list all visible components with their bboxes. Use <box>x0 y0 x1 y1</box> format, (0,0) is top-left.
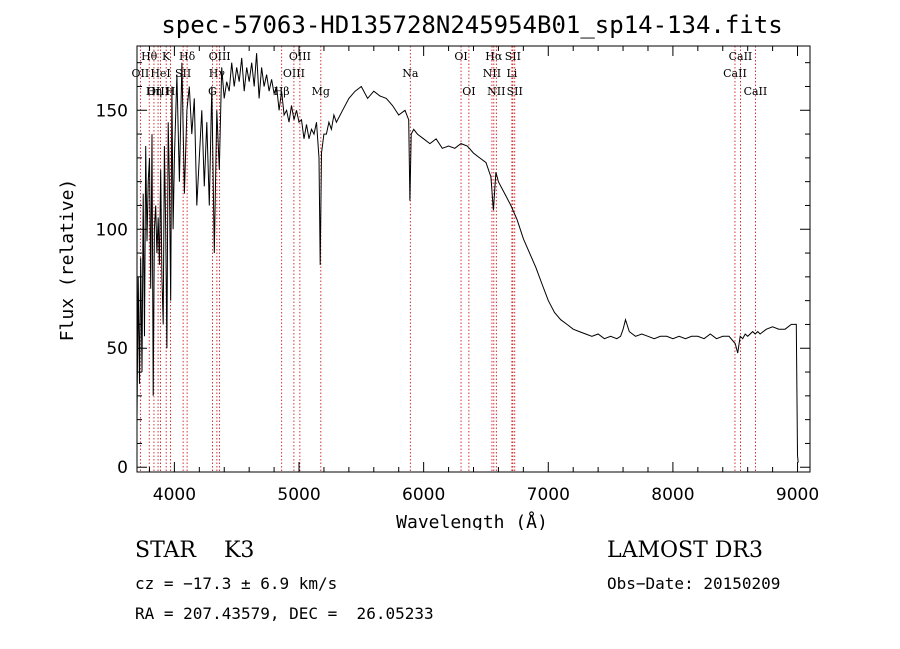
y-axis-label: Flux (relative) <box>57 179 78 342</box>
coordinates-label: RA = 207.43579, DEC = 26.05233 <box>135 604 434 623</box>
spectral-line-label: Hα <box>485 50 503 63</box>
spectral-line-label: H <box>166 85 176 98</box>
spectral-line-label: Hθ <box>141 50 158 63</box>
spectral-line-label: HeI <box>150 67 170 80</box>
y-tick-label: 150 <box>96 101 128 121</box>
y-tick-label: 0 <box>117 458 128 478</box>
spectral-line-label: CaII <box>744 85 768 98</box>
y-axis-ticks: 0 50 100 150 <box>96 62 810 478</box>
spectral-line-label: NII <box>487 85 505 98</box>
plot-frame <box>136 45 811 473</box>
spectral-line-label: SII <box>505 50 521 63</box>
x-tick-label: 7000 <box>527 485 570 505</box>
spectral-line-markers <box>139 46 756 472</box>
x-axis-ticks: 4000 5000 6000 7000 8000 9000 <box>148 46 819 505</box>
spectral-line-label: K <box>162 50 171 63</box>
x-tick-label: 9000 <box>776 485 819 505</box>
y-tick-label: 50 <box>106 339 128 359</box>
spectral-line-label: G <box>208 85 217 98</box>
spectral-line-label: CaII <box>729 50 753 63</box>
spectral-line-label: Li <box>506 67 517 80</box>
spectral-line-label: Mg <box>312 85 330 98</box>
chart-title: spec-57063-HD135728N245954B01_sp14-134.f… <box>161 11 782 39</box>
spectral-line-label: SII <box>175 67 191 80</box>
spectral-line-label: OIII <box>289 50 311 63</box>
spectral-line-label: NII <box>483 67 501 80</box>
spectral-line-label: Hη <box>146 85 162 98</box>
obs-date-label: Obs−Date: 20150209 <box>607 574 781 593</box>
x-tick-label: 8000 <box>651 485 694 505</box>
spectral-line-label: OIII <box>283 67 305 80</box>
survey-label: LAMOST DR3 <box>607 538 763 563</box>
spectral-line-label: OIII <box>147 85 169 98</box>
spectral-line-label: OIII <box>209 50 231 63</box>
spectral-line-label: SII <box>507 85 523 98</box>
spectral-line-label: Na <box>402 67 419 80</box>
y-tick-label: 100 <box>96 220 128 240</box>
x-axis-label: Wavelength (Å) <box>396 511 548 530</box>
spectral-line-label: CaII <box>723 67 747 80</box>
x-tick-label: 5000 <box>277 485 320 505</box>
redshift-label: cz = −17.3 ± 6.9 km/s <box>135 574 338 593</box>
spectral-line-label: OI <box>454 50 467 63</box>
spectral-line-label: OI <box>462 85 475 98</box>
spectral-line-label: OII <box>132 67 150 80</box>
spectrum-series-line <box>136 53 799 463</box>
spectral-line-label: Hδ <box>179 50 196 63</box>
x-tick-label: 4000 <box>153 485 196 505</box>
object-class-label: STAR K3 <box>135 538 255 563</box>
x-tick-label: 6000 <box>402 485 445 505</box>
